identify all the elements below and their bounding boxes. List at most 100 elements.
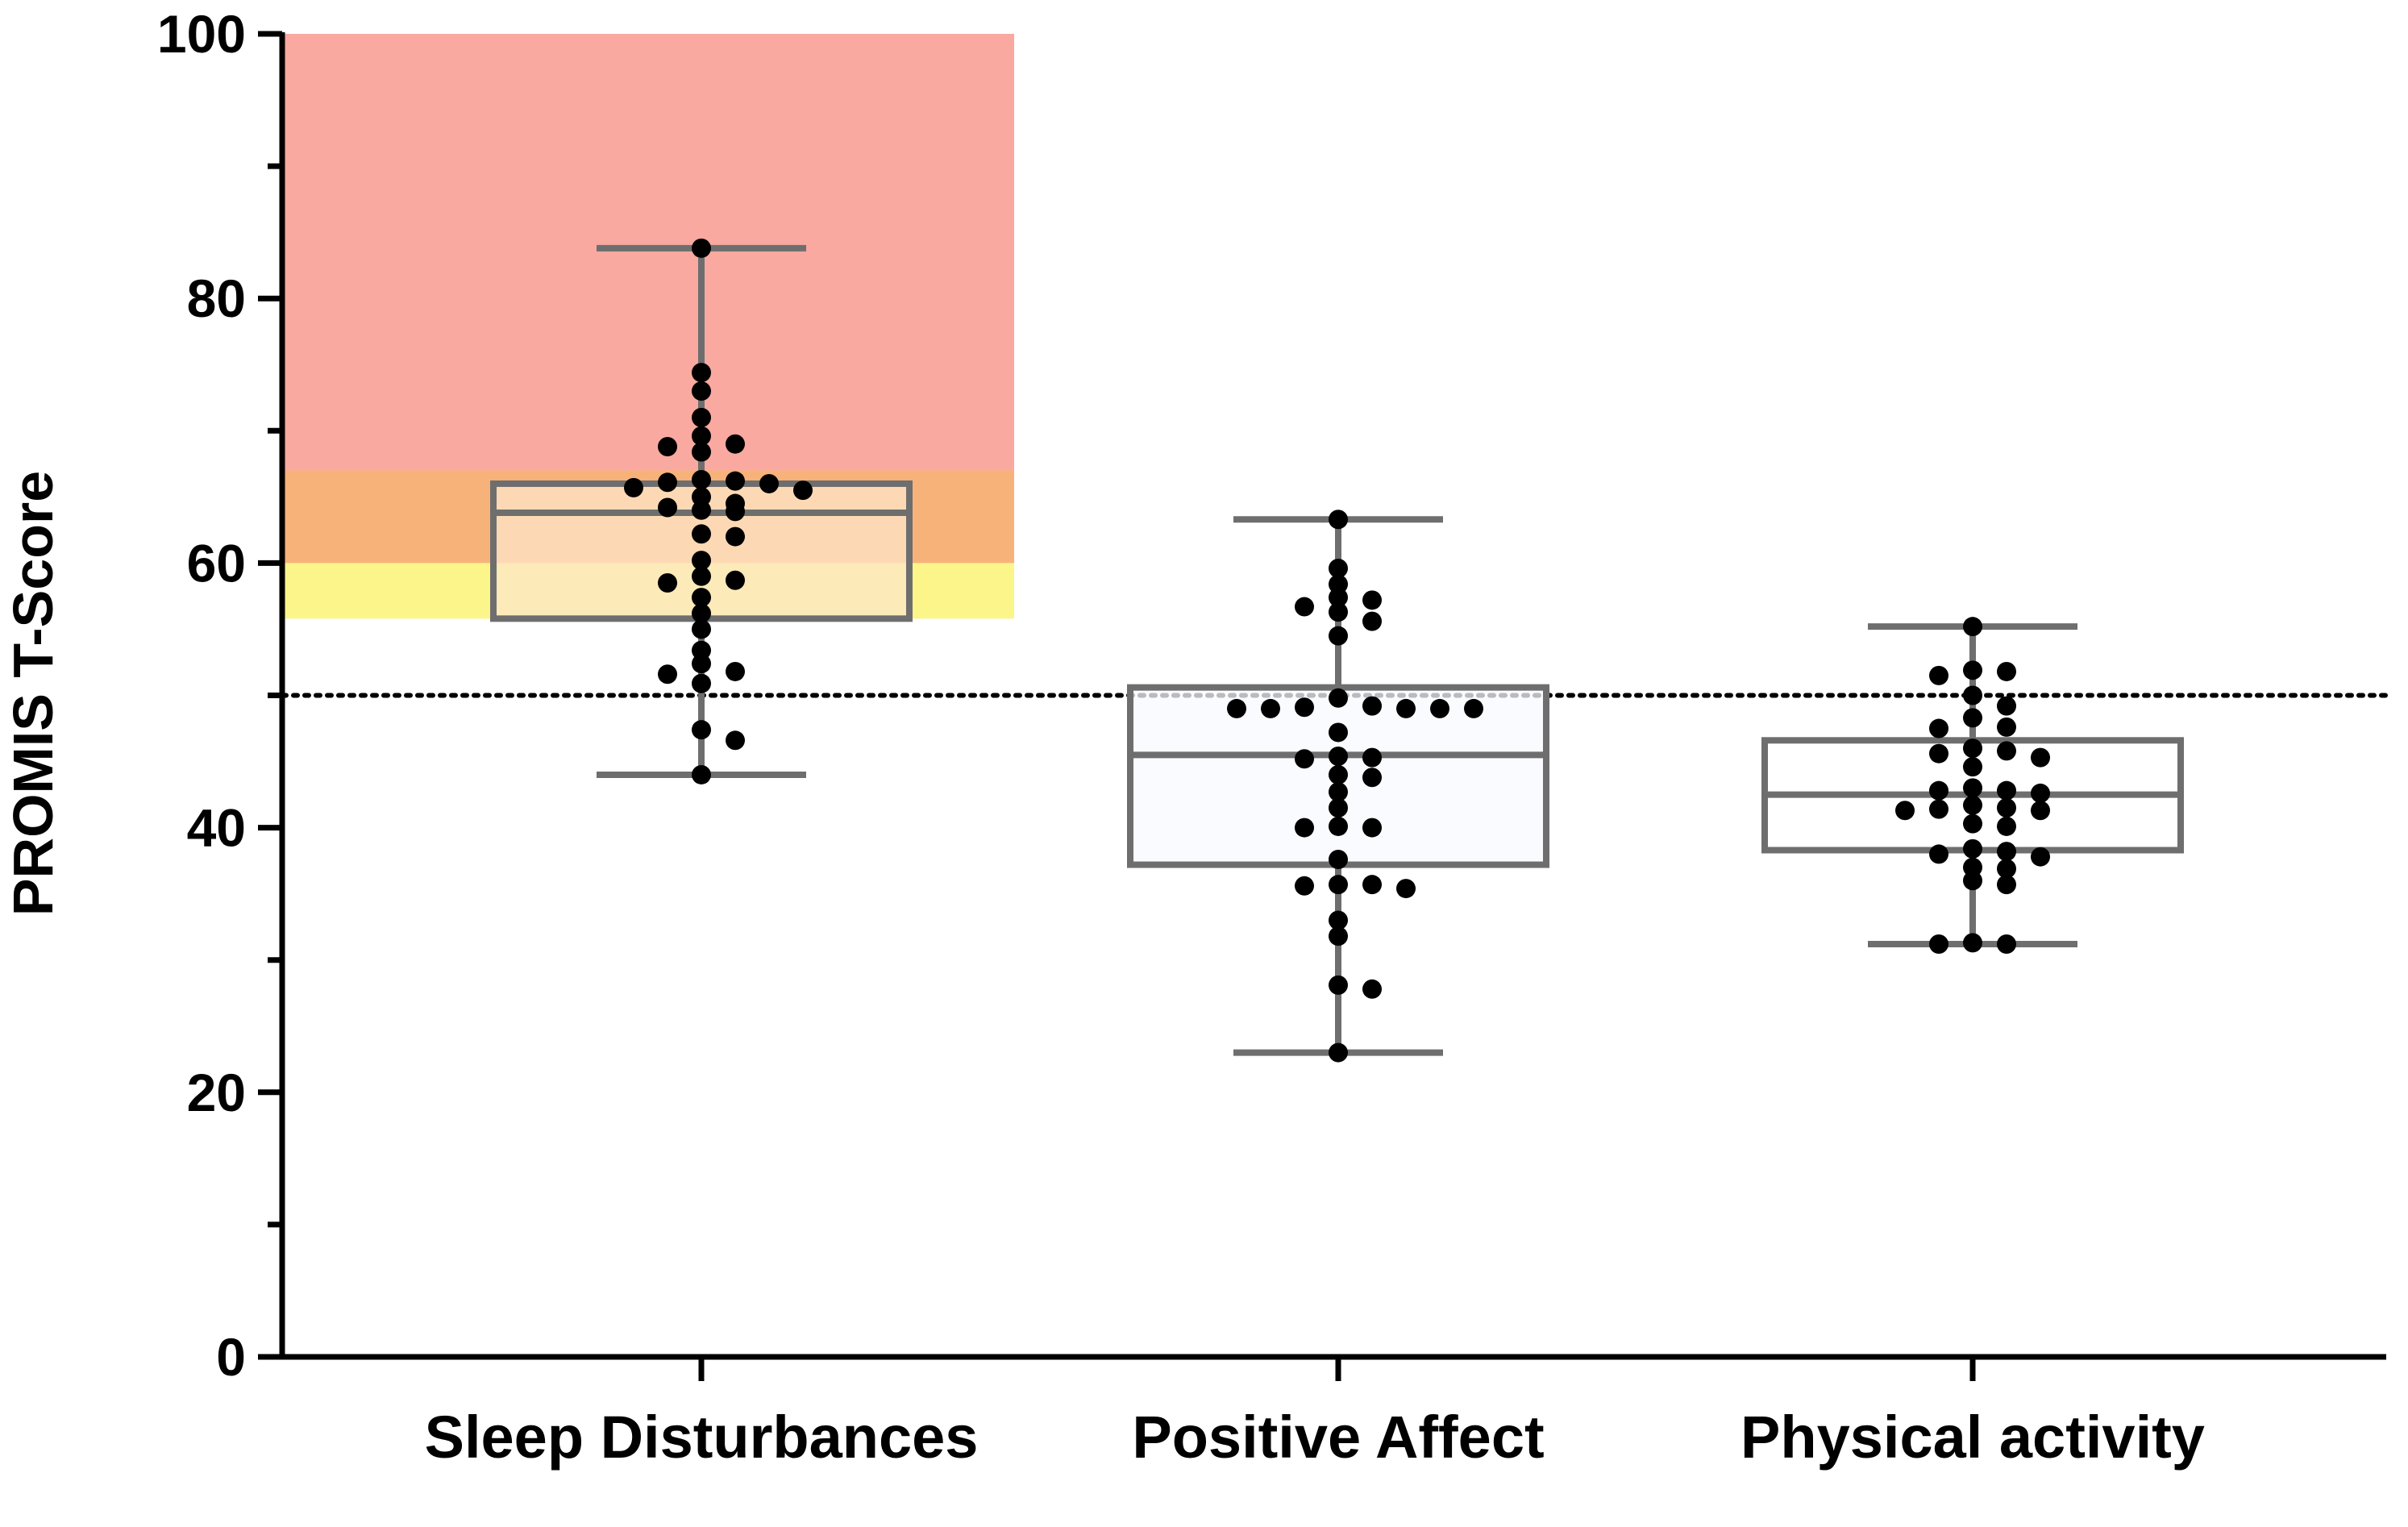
data-point: [1929, 844, 1948, 864]
data-point: [2031, 801, 2050, 821]
data-point: [1929, 743, 1948, 764]
data-point: [1963, 933, 1982, 953]
data-point: [692, 500, 711, 520]
data-point: [692, 238, 711, 258]
data-point: [1963, 838, 1982, 859]
data-point: [692, 524, 711, 544]
x-category-label: Physical activity: [1740, 1404, 2205, 1471]
data-point: [1963, 617, 1982, 637]
data-point: [658, 472, 677, 493]
data-point: [1329, 816, 1348, 836]
data-point: [1929, 799, 1948, 819]
data-point: [1396, 879, 1416, 899]
data-point: [1295, 597, 1314, 617]
data-point: [1329, 910, 1348, 930]
box-plots: [490, 238, 2184, 1063]
data-point: [1929, 665, 1948, 685]
data-point: [1295, 818, 1314, 838]
data-point: [1227, 698, 1246, 718]
y-tick-label: 100: [157, 4, 246, 64]
data-point: [1329, 722, 1348, 743]
data-point: [692, 487, 711, 507]
data-point: [1362, 747, 1382, 768]
data-point: [692, 640, 711, 660]
data-point: [1963, 795, 1982, 815]
data-point: [1997, 934, 2016, 955]
data-point: [1963, 757, 1982, 777]
data-point: [726, 661, 745, 681]
data-point: [1362, 590, 1382, 610]
data-point: [692, 470, 711, 490]
data-point: [1329, 602, 1348, 622]
data-point: [726, 730, 745, 751]
y-tick-label: 0: [216, 1327, 246, 1387]
data-point: [1362, 611, 1382, 631]
data-point: [692, 603, 711, 623]
data-point: [1329, 574, 1348, 594]
data-point: [1929, 934, 1948, 955]
data-point: [658, 573, 677, 593]
data-point: [1997, 741, 2016, 761]
data-point: [759, 473, 779, 493]
data-point: [1929, 718, 1948, 739]
data-point: [658, 497, 677, 518]
box-plot-1: [1127, 510, 1549, 1063]
data-point: [1329, 626, 1348, 646]
data-point: [1963, 739, 1982, 759]
data-point: [1929, 780, 1948, 801]
data-point: [1329, 510, 1348, 530]
y-axis-title: PROMIS T-Score: [2, 471, 64, 916]
data-point: [1362, 979, 1382, 999]
data-point: [1329, 588, 1348, 608]
data-point: [692, 720, 711, 740]
data-point: [2031, 847, 2050, 867]
data-point: [1963, 871, 1982, 891]
data-point: [658, 436, 677, 456]
data-point: [1997, 780, 2016, 801]
data-point: [692, 551, 711, 571]
data-point: [692, 673, 711, 693]
y-tick-label: 20: [187, 1063, 246, 1122]
data-point: [1963, 857, 1982, 877]
data-point: [1329, 849, 1348, 869]
data-point: [1997, 816, 2016, 836]
data-point: [692, 407, 711, 427]
data-point: [692, 588, 711, 608]
data-point: [726, 471, 745, 491]
y-tick-label: 80: [187, 268, 246, 328]
data-point: [692, 764, 711, 784]
data-point: [1329, 558, 1348, 578]
data-point: [1329, 1042, 1348, 1063]
box-plot-0: [490, 238, 913, 784]
data-point: [692, 654, 711, 674]
data-point: [1329, 975, 1348, 995]
data-point: [1295, 749, 1314, 769]
data-point: [793, 481, 813, 501]
data-point: [1963, 778, 1982, 798]
data-point: [2031, 747, 2050, 768]
data-point: [692, 566, 711, 586]
data-point: [1464, 698, 1483, 718]
data-point: [1329, 688, 1348, 708]
data-point: [726, 501, 745, 522]
data-point: [692, 442, 711, 462]
data-point: [1963, 685, 1982, 705]
x-category-label: Positive Affect: [1132, 1404, 1544, 1471]
x-category-label: Sleep Disturbances: [425, 1404, 979, 1471]
data-point: [1329, 782, 1348, 802]
data-point: [1430, 698, 1449, 718]
y-tick-label: 40: [187, 798, 246, 858]
data-point: [692, 381, 711, 402]
data-point: [1362, 768, 1382, 788]
data-point: [692, 363, 711, 383]
data-point: [692, 426, 711, 446]
data-point: [1295, 697, 1314, 718]
data-point: [1963, 813, 1982, 834]
data-point: [1997, 696, 2016, 716]
data-point: [1329, 764, 1348, 784]
data-point: [692, 619, 711, 639]
data-point: [1963, 708, 1982, 728]
data-point: [1329, 875, 1348, 895]
data-point: [1997, 717, 2016, 737]
